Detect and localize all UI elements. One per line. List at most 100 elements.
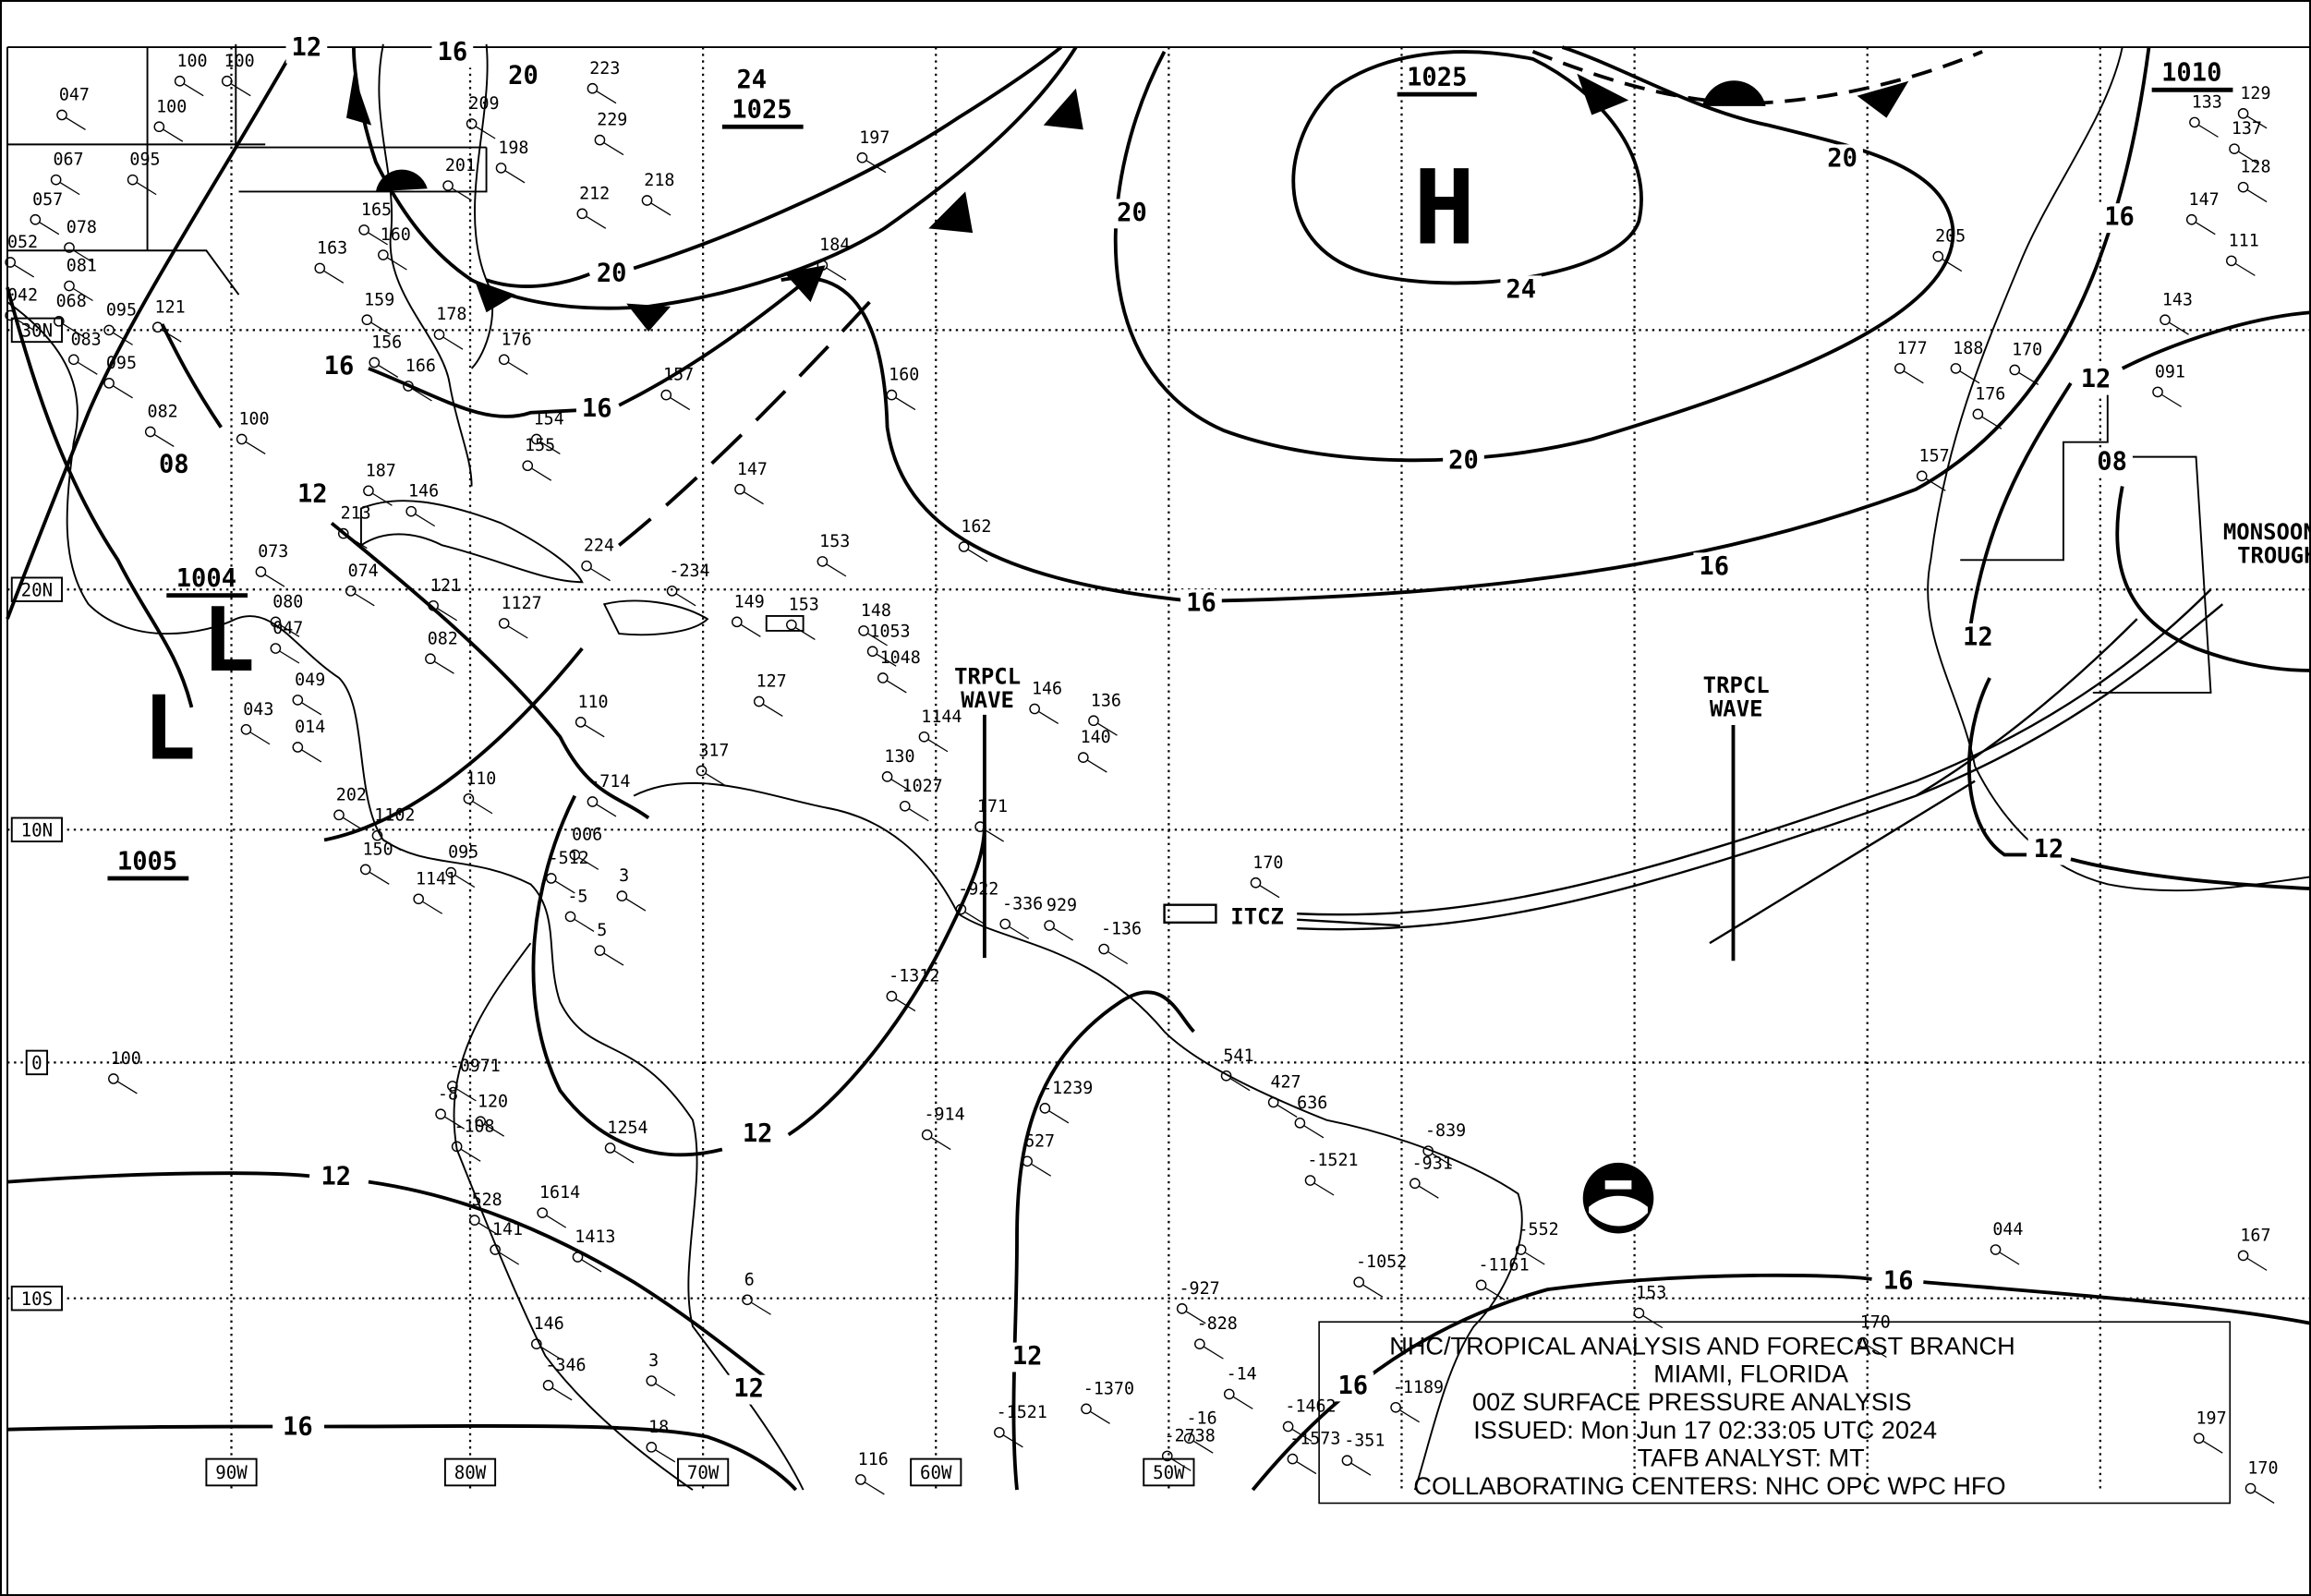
- station-plot: 137: [2229, 119, 2262, 164]
- monsoon-trough-line: [1709, 618, 2138, 945]
- station-plot: 136: [1088, 691, 1121, 736]
- tropical-wave-label: TRPCL: [1703, 672, 1770, 698]
- station-pressure-value: 184: [819, 236, 850, 255]
- wind-barb-icon: [162, 329, 182, 343]
- station-pressure-value: 049: [295, 671, 325, 690]
- station-plot: -5: [564, 887, 595, 932]
- station-plot: 1102: [371, 806, 415, 852]
- station-plot: 177: [1894, 339, 1928, 384]
- latitude-label: 20N: [21, 579, 54, 600]
- station-plot: 197: [2193, 1409, 2227, 1454]
- station-pressure-value: 1141: [416, 869, 456, 889]
- station-pressure-value: 170: [2247, 1459, 2278, 1479]
- wind-barb-icon: [372, 492, 393, 506]
- station-plot: 170: [1250, 853, 1283, 899]
- station-circle-icon: [564, 911, 576, 923]
- wind-barb-icon: [578, 857, 599, 870]
- wind-barb-icon: [596, 804, 617, 817]
- station-circle-icon: [435, 1108, 446, 1120]
- station-pressure-value: 127: [756, 672, 787, 692]
- wind-barb-icon: [1233, 1396, 1253, 1409]
- station-circle-icon: [604, 1143, 616, 1154]
- wind-barb-icon: [2169, 321, 2189, 335]
- station-pressure-value: 091: [2155, 362, 2185, 381]
- wind-barb-icon: [1003, 1434, 1023, 1448]
- itcz-label: ITCZ: [1230, 903, 1284, 929]
- station-circle-icon: [50, 174, 62, 186]
- isobar-label-mask: [1332, 1372, 1374, 1402]
- wind-barb-icon: [1186, 1311, 1206, 1324]
- station-plot: 171: [974, 797, 1008, 842]
- wind-barb-icon: [381, 838, 402, 852]
- station-circle-icon: [1220, 1070, 1232, 1082]
- station-circle-icon: [2237, 108, 2249, 119]
- wind-barb-icon: [499, 1251, 520, 1265]
- wind-barb-icon: [1419, 1185, 1439, 1199]
- station-plot: 147: [734, 460, 768, 505]
- isobar-label-mask: [731, 66, 773, 96]
- isobar-label: 24: [736, 66, 767, 94]
- isobar-label: 20: [1827, 144, 1857, 173]
- station-plot: 006: [569, 825, 602, 870]
- wind-barb-icon: [1097, 722, 1118, 736]
- station-circle-icon: [369, 357, 381, 369]
- wind-barb-icon: [540, 1346, 561, 1360]
- station-circle-icon: [1183, 1433, 1195, 1445]
- station-pressure-value: 153: [819, 532, 850, 551]
- wind-barb-icon: [1296, 1461, 1317, 1475]
- wind-barb-icon: [1981, 417, 2002, 429]
- station-pressure-value: 148: [861, 601, 891, 621]
- station-pressure-value: 541: [1223, 1046, 1253, 1066]
- station-pressure-value: 202: [336, 785, 367, 804]
- wind-barb-icon: [2018, 372, 2039, 385]
- wind-barb-icon: [154, 434, 175, 448]
- low-pressure-symbol-2: L: [143, 677, 197, 780]
- station-circle-icon: [151, 321, 163, 333]
- station-pressure-value: 141: [492, 1220, 523, 1239]
- wind-barb-icon: [422, 901, 443, 914]
- station-circle-icon: [314, 262, 326, 274]
- station-circle-icon: [575, 717, 587, 728]
- station-plot: 541: [1220, 1046, 1254, 1092]
- station-circle-icon: [1022, 1155, 1034, 1167]
- station-pressure-value: -1161: [1478, 1255, 1529, 1275]
- isobar-label-mask: [1180, 589, 1222, 620]
- station-circle-icon: [2226, 255, 2237, 267]
- station-pressure-value: 128: [2240, 158, 2270, 177]
- isobar-labels: 12 16202016160812202420201616161208121212…: [152, 33, 2140, 1444]
- station-circle-icon: [447, 1081, 458, 1092]
- isobar-label: 12: [2081, 365, 2111, 393]
- wind-barb-icon: [650, 202, 672, 216]
- title-block-frame: [1318, 1321, 2232, 1505]
- wind-barb-icon: [184, 83, 204, 97]
- wind-barb-icon: [625, 898, 647, 912]
- station-plot: 212: [576, 184, 610, 229]
- station-circle-icon: [1161, 1450, 1173, 1462]
- wind-barb-icon: [1999, 1251, 2020, 1265]
- station-plot: 047: [56, 85, 90, 130]
- wind-barb-icon: [540, 441, 561, 454]
- station-circle-icon: [337, 527, 349, 539]
- station-circle-icon: [542, 1380, 554, 1391]
- wind-barb-icon: [461, 1148, 481, 1162]
- station-plot: 082: [425, 629, 458, 674]
- wind-barb-icon: [14, 264, 35, 278]
- station-pressure-value: -914: [924, 1106, 964, 1125]
- station-circle-icon: [255, 566, 267, 577]
- station-pressure-value: 1053: [869, 622, 910, 641]
- wind-barb-icon: [2161, 394, 2182, 407]
- station-circle-icon: [958, 541, 970, 552]
- isobar-label: 16: [2104, 203, 2135, 232]
- station-pressure-value: -2738: [1165, 1426, 1216, 1445]
- low-pressure-symbol: L: [202, 588, 256, 692]
- station-plot: 213: [337, 504, 371, 550]
- isobar-1016-south-west: [6, 1423, 798, 1492]
- station-plot: 147: [2185, 190, 2220, 236]
- isobar-label: 16: [1337, 1372, 1368, 1400]
- wind-barb-icon: [2198, 125, 2219, 138]
- station-plot: -1052: [1353, 1252, 1407, 1298]
- station-plot: 080: [270, 592, 303, 637]
- station-pressure-value: 153: [789, 596, 819, 615]
- station-pressure-value: 176: [1975, 384, 2005, 404]
- cold-front: [352, 46, 1078, 310]
